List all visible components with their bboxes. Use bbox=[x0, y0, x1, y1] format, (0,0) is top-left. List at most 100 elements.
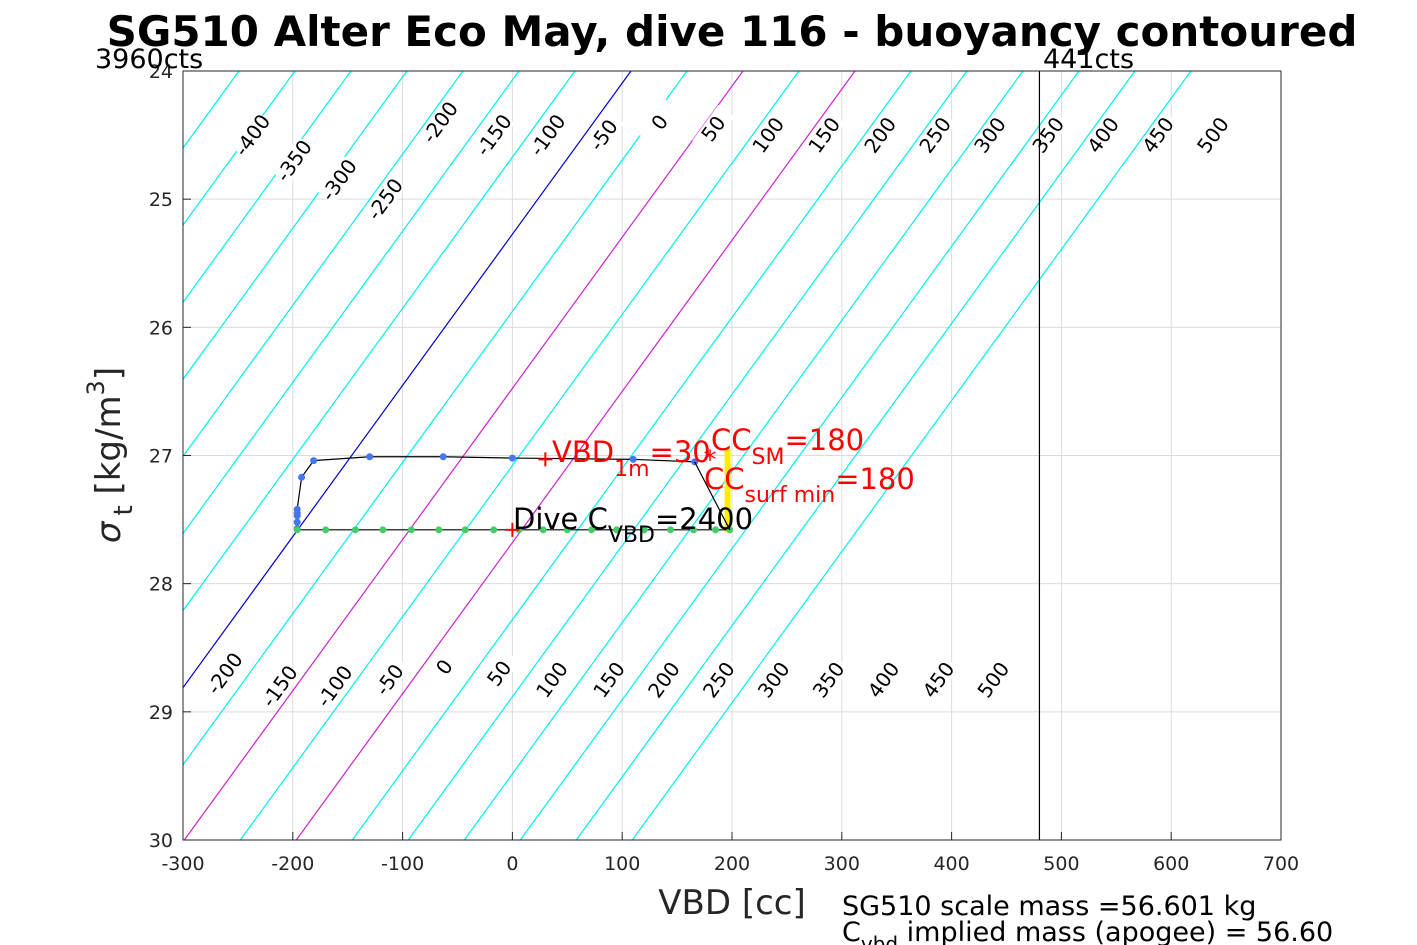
contour-label: -200 bbox=[202, 648, 248, 699]
x-tick-label: 400 bbox=[933, 853, 969, 875]
series-point bbox=[351, 526, 359, 534]
contour-line bbox=[183, 71, 744, 840]
annotation-cc-sm-main: CC bbox=[711, 423, 752, 457]
axis-ticks: -300 -200 -100 0 100 200 300 400 500 600 700 24 25 26… bbox=[149, 61, 1299, 875]
contour-line bbox=[183, 71, 688, 766]
contour-lines bbox=[183, 71, 1192, 840]
contour-line bbox=[631, 71, 1192, 840]
annotation-cc-sm: CCSM=180 bbox=[711, 423, 864, 470]
series-point bbox=[439, 453, 447, 461]
series-point bbox=[435, 526, 443, 534]
contour-line bbox=[183, 71, 576, 612]
footer-implied-mass-value: implied mass (apogee) = 56.60 bbox=[898, 917, 1333, 945]
annotation-dive-cvbd: Dive CVBD=2400 bbox=[513, 502, 753, 548]
contour-label-bg bbox=[752, 656, 795, 704]
contour-label-bg bbox=[203, 649, 246, 698]
x-tick-label: 0 bbox=[506, 853, 518, 875]
annotation-cc-surf-min-sub: surf min bbox=[745, 483, 836, 508]
chart-title: SG510 Alter Eco May, dive 116 - buoyancy… bbox=[107, 7, 1358, 56]
contour-label-bg bbox=[803, 111, 846, 159]
red-star-marker: * bbox=[704, 445, 717, 475]
annotation-vbd-1m-sub: 1m bbox=[614, 457, 649, 482]
y-label-unit: [kg/m bbox=[89, 395, 129, 505]
footer-implied-mass-main: C bbox=[842, 917, 861, 945]
contour-line bbox=[183, 71, 520, 535]
y-tick-label: 29 bbox=[149, 702, 173, 724]
contour-label: -100 bbox=[524, 110, 570, 161]
annotation-dive-cvbd-sub: VBD bbox=[608, 523, 655, 548]
contour-label-bg bbox=[917, 656, 960, 704]
contour-label-bg bbox=[697, 656, 740, 704]
series-point bbox=[407, 526, 415, 534]
contour-line bbox=[183, 71, 352, 304]
x-tick-label: -200 bbox=[271, 853, 314, 875]
contour-label-bg bbox=[478, 649, 521, 698]
y-label-base: σ bbox=[89, 520, 129, 543]
y-tick-label: 25 bbox=[149, 189, 173, 211]
contour-label-bg bbox=[638, 98, 681, 146]
x-tick-label: -100 bbox=[381, 853, 424, 875]
contour-label-bg bbox=[862, 656, 905, 704]
annotation-dive-cvbd-main: Dive C bbox=[513, 502, 608, 536]
contour-label-bg bbox=[582, 111, 625, 159]
x-tick-label: 300 bbox=[824, 853, 860, 875]
series-point bbox=[690, 526, 698, 534]
annotation-vbd-1m-value: =30 bbox=[650, 435, 711, 469]
y-tick-label: 28 bbox=[149, 574, 173, 596]
contour-line bbox=[239, 71, 800, 840]
x-tick-label: 200 bbox=[714, 853, 750, 875]
series-point bbox=[613, 526, 621, 534]
contour-label-bg bbox=[642, 656, 685, 704]
y-tick-label: 30 bbox=[149, 830, 173, 852]
x-tick-label: 100 bbox=[604, 853, 640, 875]
series-point bbox=[298, 473, 306, 481]
x-axis-label: VBD [cc] bbox=[658, 883, 806, 923]
contour-label-bg bbox=[914, 111, 957, 159]
contour-label-bg bbox=[807, 656, 850, 704]
contour-label-bg bbox=[972, 656, 1015, 704]
footer-scale-mass: SG510 scale mass =56.601 kg bbox=[842, 891, 1256, 922]
series-point bbox=[508, 454, 516, 462]
contour-label-bg bbox=[969, 111, 1012, 159]
series-point bbox=[629, 455, 637, 463]
footer-implied-mass-sub: vbd bbox=[861, 932, 898, 945]
annotation-dive-cvbd-value: =2400 bbox=[655, 502, 753, 536]
y-label-unit-close: ] bbox=[89, 367, 129, 380]
contour-label-bg bbox=[1137, 111, 1180, 159]
series-point bbox=[712, 526, 720, 534]
contour-label-bg bbox=[530, 656, 573, 704]
series-point bbox=[379, 526, 387, 534]
contour-line bbox=[183, 71, 632, 689]
contour-line bbox=[407, 71, 968, 840]
series-point bbox=[293, 518, 301, 526]
series-point bbox=[322, 526, 330, 534]
contour-line bbox=[519, 71, 1080, 840]
annotation-cc-sm-sub: SM bbox=[752, 445, 785, 470]
contour-label-bg bbox=[1082, 111, 1125, 159]
contour-line bbox=[295, 71, 856, 840]
contour-line bbox=[183, 71, 408, 381]
annotation-cc-sm-value: =180 bbox=[784, 423, 864, 457]
contour-label-bg bbox=[231, 111, 274, 159]
contour-line bbox=[463, 71, 1024, 840]
contour-label-bg bbox=[258, 662, 301, 710]
contour-label-bg bbox=[272, 137, 315, 185]
contour-label-bg bbox=[313, 662, 356, 710]
series-point bbox=[539, 526, 547, 534]
x-tick-label: -300 bbox=[161, 853, 204, 875]
series-point bbox=[563, 526, 571, 534]
x-tick-label: 500 bbox=[1043, 853, 1079, 875]
series-point bbox=[293, 526, 301, 534]
contour-label: -200 bbox=[417, 97, 463, 148]
svg-text:σt [kg/m3]: σt [kg/m3] bbox=[82, 367, 139, 543]
contour-labels: -400-350-300 -250-200 -150 -100 -50 0 50 100 150… bbox=[202, 97, 1234, 712]
series-point bbox=[366, 453, 374, 461]
contour-label-bg bbox=[747, 111, 790, 159]
annotation-cc-surf-min-value: =180 bbox=[835, 462, 915, 496]
red-markers: * bbox=[505, 445, 717, 537]
series-point bbox=[293, 512, 301, 520]
annotation-vbd-1m: VBD1m=30 bbox=[552, 435, 711, 482]
y-axis-label: σt [kg/m3] bbox=[82, 367, 139, 543]
series-point bbox=[640, 526, 648, 534]
series-connector bbox=[694, 461, 731, 531]
